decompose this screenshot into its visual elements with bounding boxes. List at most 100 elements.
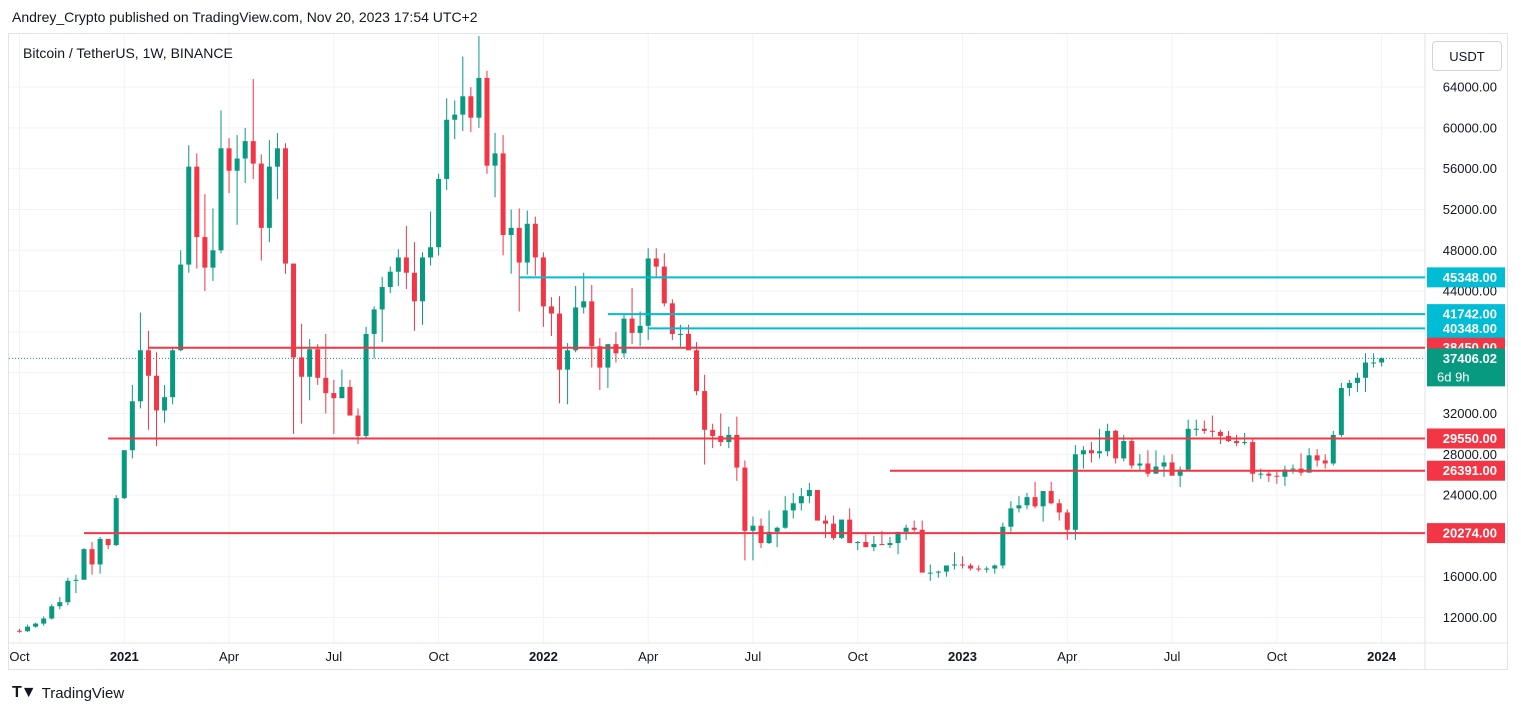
candle-body <box>339 386 345 399</box>
candle <box>129 384 135 459</box>
candle <box>97 536 103 574</box>
candle <box>774 526 780 548</box>
candle-body <box>782 510 788 528</box>
candle-body <box>137 350 143 402</box>
candle-body <box>1209 430 1215 432</box>
level-label-text: 29550.00 <box>1443 431 1497 446</box>
candle-body <box>97 538 103 565</box>
candle-body <box>557 313 563 370</box>
candle <box>282 143 288 274</box>
candle-body <box>1145 463 1151 474</box>
candle-body <box>976 568 982 570</box>
candle <box>403 225 409 290</box>
candle <box>1024 493 1030 510</box>
candle <box>492 133 498 198</box>
candle-body <box>1290 468 1296 470</box>
candle <box>274 133 280 200</box>
candle <box>814 490 820 521</box>
candle <box>1314 449 1320 467</box>
candle-body <box>460 96 466 115</box>
candle-body <box>1097 451 1103 454</box>
candle-body <box>1282 469 1288 477</box>
candle <box>113 495 119 547</box>
bar-countdown: 6d 9h <box>1437 369 1470 384</box>
candle-body <box>669 303 675 334</box>
candle <box>597 338 603 391</box>
candle-body <box>1121 441 1127 459</box>
candle <box>420 252 425 325</box>
candle <box>1330 430 1336 466</box>
candle-body <box>17 630 22 632</box>
candle <box>1048 481 1054 505</box>
candle <box>1193 419 1199 436</box>
candle <box>653 248 659 278</box>
candle <box>1056 499 1062 521</box>
candle-body <box>492 153 498 166</box>
candle <box>1346 379 1352 397</box>
candle-body <box>1234 441 1240 444</box>
candles <box>17 36 1385 633</box>
candle-body <box>694 350 700 392</box>
candle-body <box>508 227 514 235</box>
candle-body <box>1056 503 1062 513</box>
candle-body <box>895 531 901 544</box>
candle-body <box>1201 428 1207 431</box>
candle-body <box>613 344 619 354</box>
candle-body <box>347 386 353 416</box>
candle-body <box>154 375 160 411</box>
candle <box>1032 481 1038 509</box>
tradingview-logo[interactable]: T▼ TradingView <box>12 684 124 702</box>
candle-body <box>831 523 837 538</box>
candle-body <box>57 602 63 607</box>
candle <box>605 344 611 388</box>
candle <box>548 297 554 336</box>
candle <box>1088 442 1094 463</box>
candle-body <box>1113 430 1119 459</box>
candle-body <box>25 626 31 632</box>
x-tick-label: Jul <box>745 649 762 664</box>
candle <box>1161 455 1167 477</box>
candle-body <box>1346 382 1352 388</box>
level-label: 29550.00 <box>1427 428 1505 449</box>
candle-body <box>49 606 55 619</box>
candle <box>1322 454 1328 469</box>
candle-body <box>887 543 893 546</box>
candle <box>331 379 337 434</box>
candle <box>145 330 151 430</box>
candle <box>194 153 200 269</box>
y-tick-label: 28000.00 <box>1443 447 1497 462</box>
candle-body <box>1105 430 1111 452</box>
candle <box>516 208 522 312</box>
candle <box>839 519 845 539</box>
candle-body <box>331 393 337 399</box>
candle <box>895 531 901 555</box>
candle <box>452 100 458 140</box>
candle-body <box>790 503 796 511</box>
candle <box>379 276 385 343</box>
candle <box>137 312 143 409</box>
candle <box>1290 464 1296 474</box>
candle-body <box>1040 491 1046 507</box>
candle-body <box>823 520 828 524</box>
logo-text: TradingView <box>41 684 125 702</box>
candle-body <box>653 258 659 267</box>
x-tick-label: Oct <box>848 649 869 664</box>
candle <box>782 496 788 529</box>
candle-body <box>1274 475 1280 477</box>
currency-button[interactable]: USDT <box>1432 41 1502 71</box>
candle-body <box>1072 454 1078 530</box>
candle-body <box>194 166 200 238</box>
candle <box>1185 419 1191 470</box>
candle-body <box>847 519 853 544</box>
candle <box>1250 437 1256 482</box>
candle <box>347 379 353 416</box>
candle-body <box>387 271 393 288</box>
symbol-title[interactable]: Bitcoin / TetherUS, 1W, BINANCE <box>23 45 233 61</box>
current-price-badge: 37406.02 6d 9h <box>1427 348 1505 387</box>
candle <box>1064 509 1070 540</box>
candle-body <box>581 301 587 308</box>
candle <box>202 194 208 292</box>
candle-body <box>395 257 401 272</box>
candle-body <box>605 344 611 368</box>
